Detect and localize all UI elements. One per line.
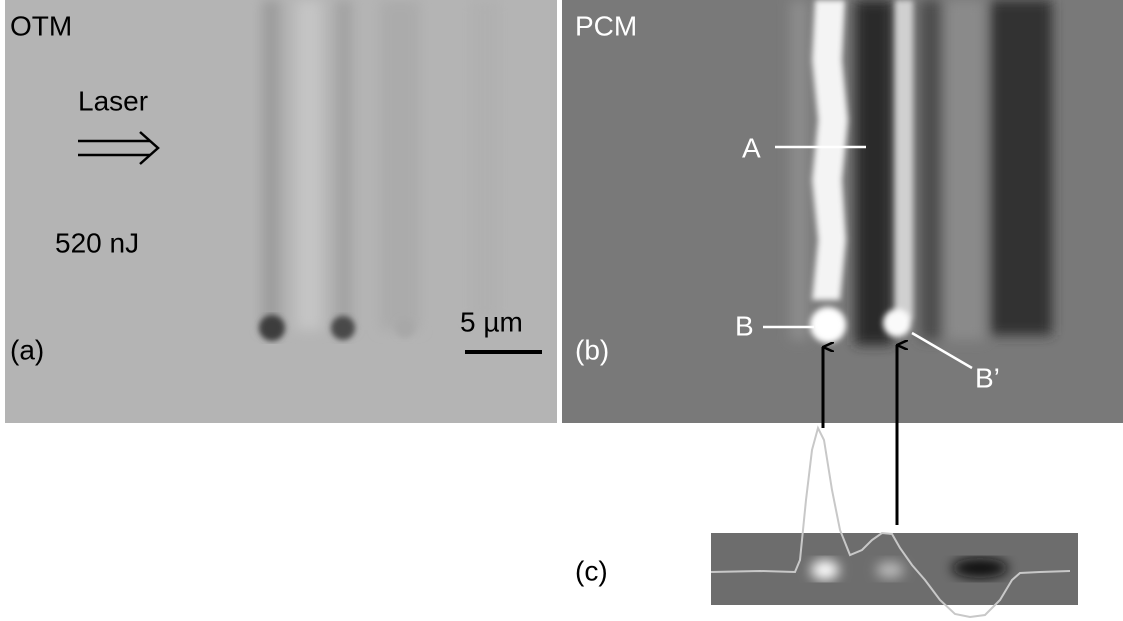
arrow-head — [139, 131, 160, 165]
point-label: B — [735, 310, 754, 341]
panel-tag: (b) — [575, 334, 609, 365]
panel-a: OTM Laser 520 nJ 5 µm (a) — [5, 0, 557, 423]
scale-label: 5 µm — [460, 306, 523, 337]
point-label: A — [742, 132, 761, 163]
panel-tag: (a) — [10, 334, 44, 365]
beam-label: Laser — [78, 85, 148, 116]
pointer-line — [911, 331, 973, 370]
panel-b: PCM A B B’ (b) — [562, 0, 1123, 423]
point-label: B’ — [975, 362, 1000, 393]
mode-label: OTM — [10, 10, 72, 41]
mode-label: PCM — [575, 10, 637, 41]
panel-c: (c) — [575, 425, 1078, 619]
energy-label: 520 nJ — [55, 227, 139, 258]
panel-tag: (c) — [575, 555, 608, 586]
profile-line — [710, 425, 1071, 619]
